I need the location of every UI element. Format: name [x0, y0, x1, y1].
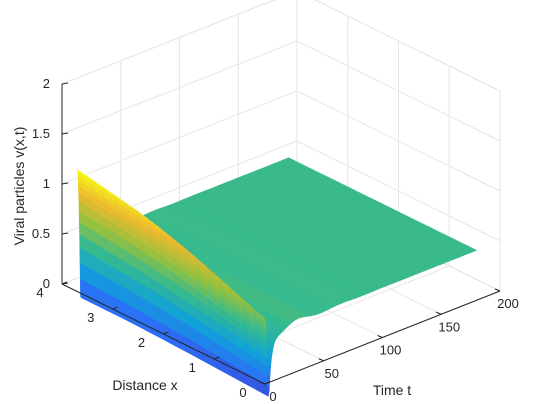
- x-tick-mark: [259, 381, 266, 385]
- z-tick-mark: [61, 82, 69, 85]
- z-tick-label: 1: [43, 176, 50, 191]
- y-tick-mark: [264, 381, 271, 385]
- z-tick-mark: [61, 132, 69, 135]
- z-tick-mark: [61, 232, 69, 235]
- y-axis-label: Distance x: [112, 377, 177, 393]
- z-axis-label: Viral particles v(x,t): [11, 127, 27, 246]
- y-tick-mark: [163, 331, 169, 335]
- z-tick-labels: 0 0.5 1 1.5 2: [32, 76, 50, 291]
- x-tick-mark: [494, 288, 501, 292]
- y-tick-label: 2: [138, 335, 145, 350]
- axis-lines: [61, 82, 501, 385]
- z-tick-mark: [61, 182, 69, 185]
- x-tick-label: 100: [380, 343, 402, 358]
- x-tick-labels: 0 50 100 150 200: [269, 296, 518, 404]
- x-tick-label: 0: [269, 389, 276, 404]
- y-tick-label: 3: [87, 310, 94, 325]
- y-tick-mark: [112, 306, 118, 310]
- y-tick-labels: 0 1 2 3 4: [36, 285, 246, 400]
- y-tick-label: 0: [239, 385, 246, 400]
- x-tick-mark: [436, 311, 442, 315]
- z-tick-label: 0.5: [32, 226, 50, 241]
- x-axis-label: Time t: [373, 382, 411, 398]
- y-tick-label: 4: [36, 285, 43, 300]
- box-edge: [314, 0, 501, 92]
- x-tick-mark: [318, 358, 324, 362]
- x-tick-mark: [377, 335, 383, 338]
- z-tick-label: 2: [43, 76, 50, 91]
- x-tick-label: 200: [497, 296, 519, 311]
- y-tick-mark: [214, 356, 220, 360]
- surface-mesh: [76, 157, 477, 397]
- z-tick-label: 0: [43, 276, 50, 291]
- y-tick-label: 1: [189, 360, 196, 375]
- x-tick-label: 50: [325, 366, 339, 381]
- z-tick-label: 1.5: [32, 126, 50, 141]
- surface-patch: [253, 308, 266, 320]
- box-edge: [61, 0, 276, 85]
- y-tick-mark: [61, 281, 68, 285]
- x-tick-label: 150: [438, 319, 460, 334]
